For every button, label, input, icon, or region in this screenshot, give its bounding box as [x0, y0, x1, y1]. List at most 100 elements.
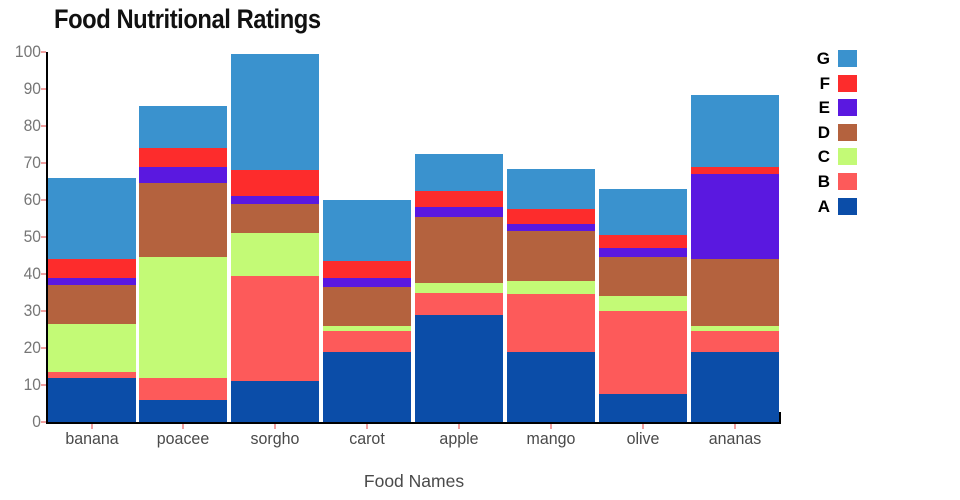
bar-segment-mango-G[interactable]: [507, 168, 595, 210]
bar-segment-carot-D[interactable]: [323, 286, 412, 326]
bar-segment-carot-A[interactable]: [323, 351, 412, 422]
bar-segment-banana-A[interactable]: [47, 377, 136, 422]
bar-segment-poacee-D[interactable]: [139, 183, 228, 258]
y-tick-mark: [41, 199, 46, 201]
bar-segment-ananas-A[interactable]: [690, 351, 779, 422]
bar-segment-poacee-F[interactable]: [139, 148, 228, 167]
bar-segment-poacee-E[interactable]: [139, 166, 228, 184]
x-tick-label-apple: apple: [439, 429, 479, 448]
bar-segment-apple-E[interactable]: [415, 207, 504, 217]
bar-segment-sorgho-C[interactable]: [231, 233, 320, 276]
x-tick-label-mango: mango: [526, 429, 576, 448]
bar-segment-carot-G[interactable]: [323, 200, 412, 262]
legend-item-A[interactable]: A: [806, 196, 857, 216]
x-tick-label-olive: olive: [626, 429, 660, 448]
bar-segment-poacee-B[interactable]: [139, 377, 228, 400]
bar-segment-ananas-D[interactable]: [690, 259, 779, 326]
bar-segment-carot-F[interactable]: [323, 261, 412, 278]
y-tick-mark: [41, 273, 46, 275]
legend-item-B[interactable]: B: [806, 172, 857, 190]
x-tick-mark: [90, 424, 93, 429]
bar-segment-carot-C[interactable]: [323, 325, 412, 332]
x-tick-mark: [366, 424, 369, 429]
bar-segment-banana-D[interactable]: [47, 285, 136, 324]
bar-segment-apple-F[interactable]: [415, 190, 504, 208]
bar-segment-olive-G[interactable]: [598, 188, 687, 236]
bar-segment-sorgho-E[interactable]: [231, 196, 320, 204]
x-tick-mark: [274, 424, 277, 429]
y-tick-mark: [41, 384, 46, 386]
y-tick-label: 30: [23, 301, 41, 320]
y-tick-label: 60: [23, 190, 41, 209]
y-tick-mark: [41, 421, 46, 423]
bar-segment-carot-B[interactable]: [323, 331, 412, 352]
bar-segment-ananas-E[interactable]: [690, 174, 779, 260]
legend-swatch-A: [838, 197, 857, 215]
bar-segment-mango-C[interactable]: [507, 281, 595, 295]
y-tick-label: 20: [23, 338, 41, 357]
bar-segment-carot-E[interactable]: [323, 277, 412, 287]
bar-segment-banana-C[interactable]: [47, 323, 136, 373]
bar-segment-olive-D[interactable]: [598, 257, 687, 297]
bar-segment-apple-D[interactable]: [415, 216, 504, 284]
x-tick-mark: [182, 424, 185, 429]
legend-swatch-G: [838, 50, 857, 67]
bar-segment-apple-G[interactable]: [415, 153, 504, 191]
bar-segment-olive-C[interactable]: [598, 296, 687, 311]
bar-segment-ananas-C[interactable]: [690, 325, 779, 332]
x-tick-mark: [733, 424, 736, 429]
bar-segment-sorgho-A[interactable]: [231, 381, 320, 422]
legend-item-G[interactable]: G: [806, 50, 857, 67]
bar-segment-poacee-C[interactable]: [139, 257, 228, 378]
legend-item-C[interactable]: C: [806, 148, 857, 166]
bar-segment-olive-F[interactable]: [598, 235, 687, 249]
bar-segment-ananas-G[interactable]: [690, 94, 779, 167]
x-axis-end-tick: [779, 412, 781, 423]
legend-swatch-B: [838, 172, 857, 190]
bar-segment-olive-A[interactable]: [598, 394, 687, 422]
y-tick-label: 80: [23, 116, 41, 135]
bar-segment-poacee-G[interactable]: [139, 105, 228, 149]
bar-segment-mango-D[interactable]: [507, 231, 595, 282]
legend-label-A: A: [817, 196, 830, 216]
bar-segment-apple-A[interactable]: [415, 314, 504, 422]
bar-segment-banana-F[interactable]: [47, 259, 136, 278]
bar-segment-ananas-B[interactable]: [690, 331, 779, 352]
legend-item-F[interactable]: F: [806, 74, 857, 92]
y-tick-label: 100: [14, 42, 41, 61]
x-tick-label-banana: banana: [64, 429, 119, 448]
bar-segment-sorgho-G[interactable]: [231, 53, 320, 171]
bar-segment-banana-B[interactable]: [47, 372, 136, 378]
bar-segment-mango-E[interactable]: [507, 224, 595, 232]
bar-segment-apple-C[interactable]: [415, 283, 504, 293]
legend-label-G: G: [816, 49, 830, 68]
bar-segment-mango-B[interactable]: [507, 294, 595, 352]
bar-segment-apple-B[interactable]: [415, 292, 504, 315]
x-axis-title: Food Names: [363, 471, 465, 491]
bar-segment-olive-E[interactable]: [598, 248, 687, 258]
bar-segment-poacee-A[interactable]: [139, 399, 228, 422]
y-tick-mark: [41, 125, 46, 127]
y-tick-label: 50: [23, 227, 41, 246]
bar-segment-banana-G[interactable]: [47, 177, 136, 260]
bar-segment-sorgho-D[interactable]: [231, 203, 320, 234]
y-tick-label: 70: [23, 153, 41, 172]
y-tick-mark: [41, 310, 46, 312]
bar-segment-mango-A[interactable]: [507, 351, 595, 422]
legend-swatch-F: [838, 74, 857, 92]
x-tick-mark: [458, 424, 461, 429]
bar-segment-ananas-F[interactable]: [690, 166, 779, 175]
bar-segment-banana-E[interactable]: [47, 277, 136, 286]
x-tick-label-carot: carot: [349, 429, 385, 448]
legend-item-E[interactable]: E: [806, 99, 857, 117]
bar-segment-mango-F[interactable]: [507, 209, 595, 225]
bar-segment-sorgho-B[interactable]: [231, 275, 320, 382]
y-tick-mark: [41, 51, 46, 53]
chart-title: Food Nutritional Ratings: [54, 4, 321, 34]
legend-item-D[interactable]: D: [806, 122, 857, 142]
bar-segment-sorgho-F[interactable]: [231, 170, 320, 197]
legend-label-D: D: [817, 122, 830, 142]
bar-segment-olive-B[interactable]: [598, 311, 687, 395]
